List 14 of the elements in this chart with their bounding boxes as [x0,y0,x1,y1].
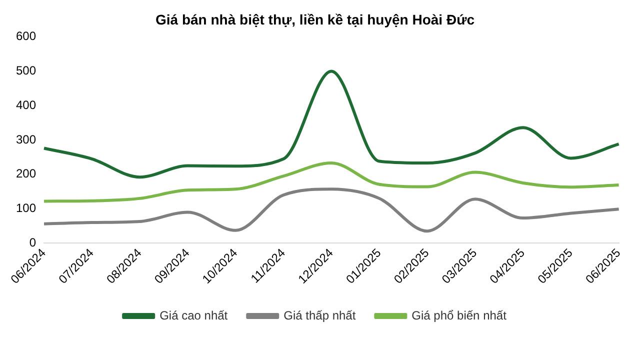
y-tick-label: 200 [16,166,36,181]
y-tick-label: 0 [29,235,36,250]
y-tick-label: 100 [16,201,36,216]
y-tick-label: 500 [16,64,36,78]
y-tick-label: 300 [16,132,36,146]
legend-label: Giá phổ biến nhất [412,308,508,322]
legend-label: Giá cao nhất [160,308,228,322]
y-tick-label: 600 [16,29,36,44]
legend-label: Giá thấp nhất [284,308,356,322]
line-series [42,188,620,233]
line-series [42,70,620,179]
line-series [42,162,620,203]
chart-title: Giá bán nhà biệt thự, liền kề tại huyện Hoài Đức [156,11,475,28]
y-tick-label: 400 [16,98,36,112]
